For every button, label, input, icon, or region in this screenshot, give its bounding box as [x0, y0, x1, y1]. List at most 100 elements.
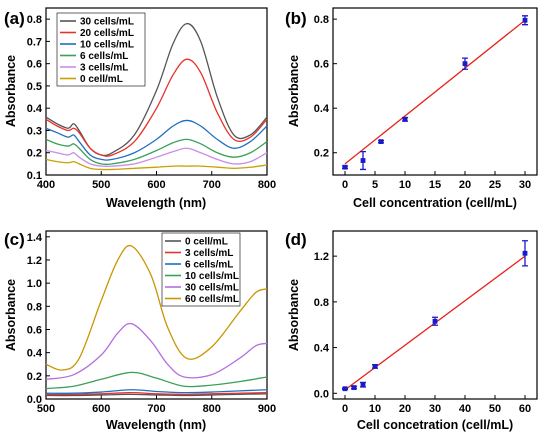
legend-label: 3 cells/mL — [185, 248, 233, 259]
y-tick-label: 0.8 — [314, 297, 329, 309]
panel-a-ylabel: Absorbance — [4, 55, 18, 127]
series-line-3 — [45, 389, 268, 394]
series-line-4 — [45, 138, 268, 166]
data-point — [360, 382, 366, 388]
panel-b-ylabel: Absorbance — [287, 55, 301, 127]
x-tick-label: 20 — [399, 403, 411, 415]
x-tick-label: 15 — [429, 179, 441, 191]
panel-d-ticks: 0 10 20 30 40 50 60 0.0 0.4 0.8 1.2 — [314, 251, 531, 415]
fit-line — [344, 19, 526, 165]
y-tick-label: 1.4 — [27, 232, 43, 244]
data-point — [402, 116, 408, 122]
x-tick-label: 0 — [342, 403, 348, 415]
data-point — [522, 17, 528, 23]
y-tick-label: 1.2 — [27, 255, 42, 267]
series-line-2 — [45, 391, 268, 396]
legend-label: 30 cells/mL — [185, 283, 239, 294]
data-point — [432, 318, 438, 324]
data-point — [462, 61, 468, 67]
x-tick-label: 0 — [342, 179, 348, 191]
panel-a-series — [45, 22, 268, 171]
legend-label: 10 cells/mL — [80, 40, 134, 51]
y-tick-label: 0.4 — [314, 343, 330, 355]
y-tick-label: 0.6 — [27, 324, 42, 336]
x-tick-label: 50 — [489, 403, 501, 415]
series-line-3 — [45, 119, 268, 161]
data-point — [342, 164, 348, 170]
panel-d-frame — [332, 230, 538, 400]
legend-label: 60 cells/mL — [185, 294, 239, 305]
x-tick-label: 800 — [258, 179, 276, 191]
y-tick-label: 0.4 — [27, 348, 43, 360]
y-tick-label: 0.5 — [27, 81, 42, 93]
panel-a-spectra: 400 500 600 700 8000.10.20.30.40.50.60.70.8 … — [4, 7, 276, 210]
panel-b-label: (b) — [285, 9, 307, 28]
panel-b-xlabel: Cell concentration (cell/mL) — [353, 196, 517, 210]
x-tick-label: 25 — [489, 179, 501, 191]
legend-label: 0 cell/mL — [185, 237, 228, 248]
panel-d-calibration: 0 10 20 30 40 50 60 0.0 0.4 0.8 1.2 (d) Cell conce… — [285, 230, 538, 432]
series-line-5 — [45, 147, 268, 168]
panel-c-label: (c) — [4, 230, 25, 249]
data-point — [351, 385, 357, 390]
data-point — [372, 364, 378, 369]
x-tick-label: 60 — [519, 403, 531, 415]
panel-d-label: (d) — [285, 230, 307, 249]
legend-label: 30 cells/mL — [80, 17, 134, 28]
legend-label: 6 cells/mL — [80, 51, 128, 62]
data-point — [342, 386, 348, 392]
x-tick-label: 600 — [147, 179, 165, 191]
panel-b-calibration: 0 5 10 15 20 25 30 0.2 0.4 0.6 0.8 (b) Cell concen… — [285, 7, 538, 210]
x-tick-label: 10 — [369, 403, 381, 415]
panel-c-spectra: 500 600 700 800 9000.00.20.40.60.81.01.21.4 … — [4, 230, 276, 432]
y-tick-label: 0.0 — [27, 394, 42, 406]
y-tick-label: 0.0 — [314, 388, 329, 400]
y-tick-label: 1.2 — [314, 251, 329, 263]
legend-box — [161, 232, 241, 307]
y-tick-label: 0.7 — [27, 36, 42, 48]
panel-c-ticks: 500 600 700 800 900 0.0 0.2 0.4 0.6 0.8 1.0 1.2 1.4 — [27, 232, 276, 415]
series-line-6 — [45, 244, 268, 371]
series-line-4 — [45, 371, 268, 390]
series-line-6 — [45, 158, 268, 171]
data-point — [360, 158, 366, 163]
x-tick-label: 900 — [258, 403, 276, 415]
x-tick-label: 800 — [203, 403, 221, 415]
data-point — [522, 250, 528, 256]
panel-c-xlabel: Wavelength (nm) — [106, 418, 206, 432]
y-tick-label: 0.2 — [27, 148, 42, 160]
y-tick-label: 0.8 — [27, 14, 42, 26]
y-tick-label: 0.4 — [27, 103, 43, 115]
x-tick-label: 700 — [147, 403, 165, 415]
y-tick-label: 0.2 — [27, 371, 42, 383]
legend-label: 10 cells/mL — [185, 271, 239, 282]
panel-b-points — [342, 15, 528, 171]
panel-a-ticks: 400 500 600 700 800 0.1 0.2 0.3 0.4 0.5 0.6 0.7 0.8 — [27, 14, 276, 191]
panel-c-series — [45, 244, 268, 397]
legend-label: 6 cells/mL — [185, 260, 233, 271]
y-tick-label: 0.6 — [27, 59, 42, 71]
x-tick-label: 30 — [429, 403, 441, 415]
legend-label: 20 cells/mL — [80, 28, 134, 39]
y-tick-label: 0.2 — [314, 148, 329, 160]
x-tick-label: 500 — [92, 179, 110, 191]
series-line-2 — [45, 58, 268, 157]
x-tick-label: 400 — [37, 179, 55, 191]
y-tick-label: 0.6 — [314, 59, 329, 71]
legend-label: 0 cell/mL — [80, 74, 123, 85]
legend-box — [56, 12, 146, 87]
x-tick-label: 40 — [459, 403, 471, 415]
x-tick-label: 700 — [203, 179, 221, 191]
x-tick-label: 600 — [92, 403, 110, 415]
x-tick-label: 30 — [519, 179, 531, 191]
panel-c-ylabel: Absorbance — [4, 279, 18, 351]
x-tick-label: 10 — [399, 179, 411, 191]
y-tick-label: 0.4 — [314, 103, 330, 115]
x-tick-label: 5 — [372, 179, 378, 191]
panel-d-ylabel: Absorbance — [287, 279, 301, 351]
y-tick-label: 0.8 — [314, 14, 329, 26]
x-tick-label: 500 — [37, 403, 55, 415]
